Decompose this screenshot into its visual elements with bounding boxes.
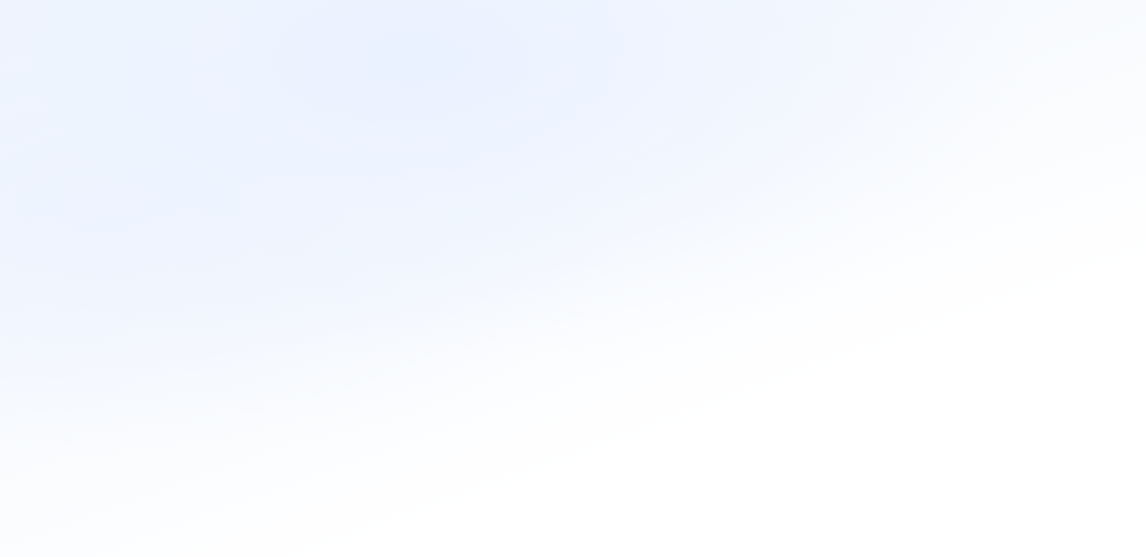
- background: [0, 0, 1146, 557]
- page: {} (() => { const data = JSON.parse(docu…: [0, 0, 1146, 557]
